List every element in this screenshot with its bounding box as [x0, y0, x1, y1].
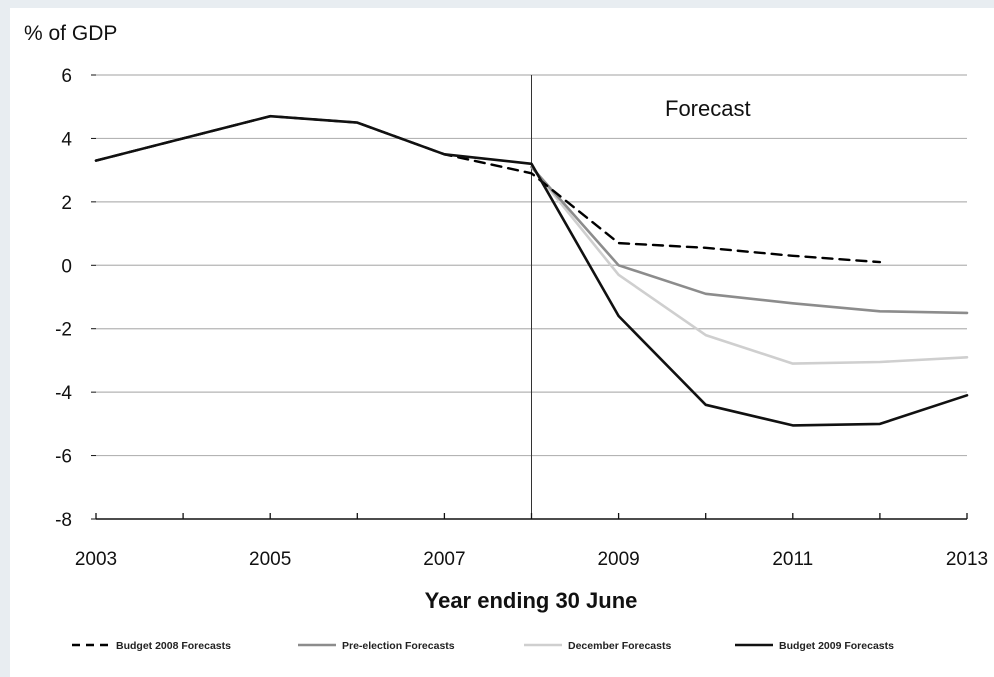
x-tick-label: 2009: [597, 549, 639, 570]
y-tick-label: -6: [55, 447, 72, 468]
chart-panel: 6 4 2 0 -2 -4 -6 -8 2003 2005 2007 2009 2011 2013 % …: [10, 8, 994, 677]
y-tick-label: 6: [61, 66, 72, 87]
x-axis-title: Year ending 30 June: [425, 588, 638, 613]
x-tick-label: 2003: [75, 549, 117, 570]
legend-label: Pre-election Forecasts: [342, 640, 455, 652]
x-tick-label: 2005: [249, 549, 291, 570]
x-tick-labels: 2003 2005 2007 2009 2011 2013: [75, 549, 988, 570]
legend-label: December Forecasts: [568, 640, 671, 652]
axes: [91, 74, 968, 520]
y-tick-label: -2: [55, 320, 72, 341]
y-tick-labels: 6 4 2 0 -2 -4 -6 -8: [55, 66, 72, 531]
y-tick-label: 2: [61, 193, 72, 214]
series-lines: [94, 114, 969, 427]
x-tick-label: 2011: [772, 549, 813, 570]
y-tick-label: -4: [55, 383, 72, 404]
series-line-pre-election-forecasts: [530, 165, 969, 315]
legend-label: Budget 2009 Forecasts: [779, 640, 894, 652]
y-tick-label: -8: [55, 510, 72, 531]
y-tick-label: 4: [61, 129, 72, 150]
y-tick-label: 0: [61, 256, 72, 277]
series-line-december-forecasts: [530, 165, 969, 365]
x-tick-label: 2013: [946, 549, 988, 570]
x-tick-label: 2007: [423, 549, 465, 570]
legend: Budget 2008 Forecasts Pre-election Foreca…: [72, 640, 894, 652]
legend-label: Budget 2008 Forecasts: [116, 640, 231, 652]
line-chart: 6 4 2 0 -2 -4 -6 -8 2003 2005 2007 2009 2011 2013 % …: [24, 22, 988, 652]
unit-label: % of GDP: [24, 22, 117, 45]
series-line-budget-2009-forecasts: [94, 114, 969, 427]
forecast-annotation: Forecast: [665, 96, 751, 121]
